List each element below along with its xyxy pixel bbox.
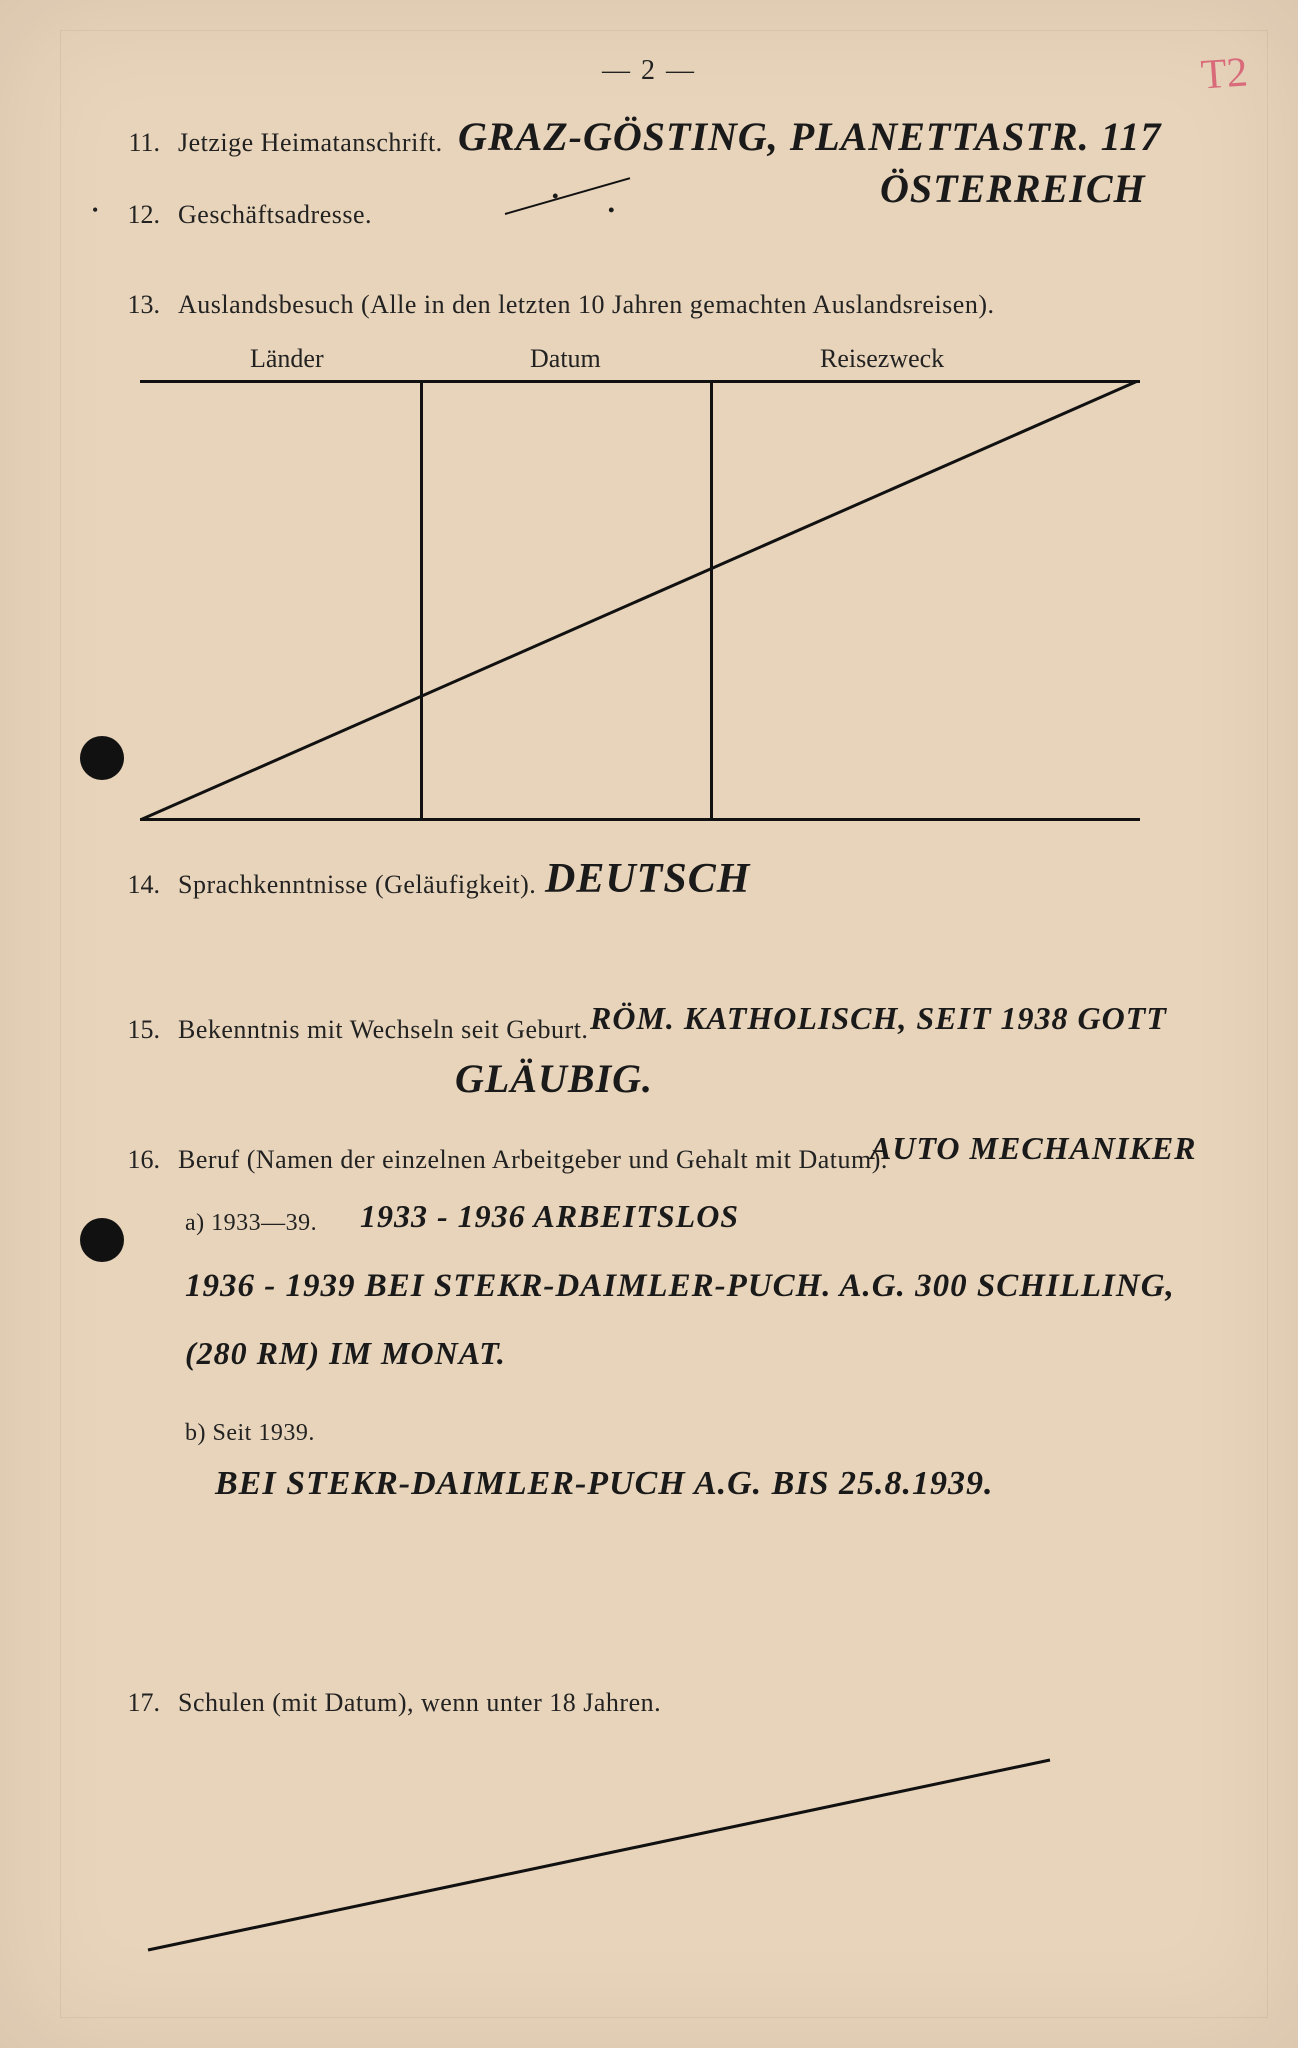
field-17: 17. Schulen (mit Datum), wenn unter 18 J…	[120, 1688, 661, 1718]
field-16-value-right: AUTO MECHANIKER	[870, 1130, 1197, 1167]
field-14-value: DEUTSCH	[545, 855, 750, 903]
field-11-value-line1: GRAZ-GÖSTING, PLANETTASTR. 117	[458, 113, 1161, 160]
strike-17	[130, 1740, 1080, 1970]
field-11-value-line2: ÖSTERREICH	[880, 165, 1146, 212]
field-label: Beruf (Namen der einzelnen Arbeitgeber u…	[178, 1145, 888, 1175]
page-number: — 2 —	[0, 55, 1298, 87]
field-label: Jetzige Heimatanschrift.	[178, 128, 443, 158]
field-label: Sprachkenntnisse (Geläufigkeit).	[178, 870, 536, 900]
field-14: 14. Sprachkenntnisse (Geläufigkeit).	[120, 870, 536, 900]
field-number: 17.	[120, 1688, 160, 1718]
field-label: Schulen (mit Datum), wenn unter 18 Jahre…	[178, 1688, 661, 1718]
field-16a-line1: 1933 - 1936 ARBEITSLOS	[360, 1198, 739, 1235]
dot-2: •	[608, 200, 615, 221]
field-15: 15. Bekenntnis mit Wechseln seit Geburt.	[120, 1015, 588, 1045]
field-16a-line2: 1936 - 1939 BEI STEKR-DAIMLER-PUCH. A.G.…	[185, 1268, 1175, 1305]
field-number: 14.	[120, 870, 160, 900]
margin-dot: •	[92, 200, 98, 221]
field-number: 15.	[120, 1015, 160, 1045]
punch-hole	[80, 1218, 124, 1262]
field-16b-label: b) Seit 1939.	[185, 1420, 315, 1447]
field-13: 13. Auslandsbesuch (Alle in den letzten …	[120, 290, 995, 320]
field-15-value-line2: GLÄUBIG.	[455, 1055, 653, 1102]
sub-label: a) 1933—39.	[185, 1210, 317, 1237]
table-col-laender: Länder	[250, 344, 324, 374]
field-16b-line1: BEI STEKR-DAIMLER-PUCH A.G. BIS 25.8.193…	[215, 1465, 994, 1503]
dot-1: •	[552, 186, 559, 207]
field-15-value-line1: RÖM. KATHOLISCH, SEIT 1938 GOTT	[590, 1000, 1167, 1037]
sub-label: b) Seit 1939.	[185, 1420, 315, 1447]
field-number: 16.	[120, 1145, 160, 1175]
table-13: Länder Datum Reisezweck	[140, 380, 1140, 820]
field-16a-label: a) 1933—39.	[185, 1210, 317, 1237]
punch-hole	[80, 736, 124, 780]
table-col-reisezweck: Reisezweck	[820, 344, 944, 374]
field-number: 12.	[120, 200, 160, 230]
field-number: 11.	[120, 128, 160, 158]
field-11: 11. Jetzige Heimatanschrift.	[120, 128, 443, 158]
margin-note-red: T2	[1200, 48, 1250, 99]
field-12: 12. Geschäftsadresse.	[120, 200, 372, 230]
field-16: 16. Beruf (Namen der einzelnen Arbeitgeb…	[120, 1145, 888, 1175]
field-label: Bekenntnis mit Wechseln seit Geburt.	[178, 1015, 588, 1045]
table-col-datum: Datum	[530, 344, 601, 374]
field-label: Auslandsbesuch (Alle in den letzten 10 J…	[178, 290, 995, 320]
table-diagonal-strike	[140, 380, 1140, 820]
field-label: Geschäftsadresse.	[178, 200, 372, 230]
field-number: 13.	[120, 290, 160, 320]
form-page: — 2 — T2 11. Jetzige Heimatanschrift. GR…	[0, 0, 1298, 2048]
field-16a-line3: (280 RM) IM MONAT.	[185, 1335, 506, 1372]
